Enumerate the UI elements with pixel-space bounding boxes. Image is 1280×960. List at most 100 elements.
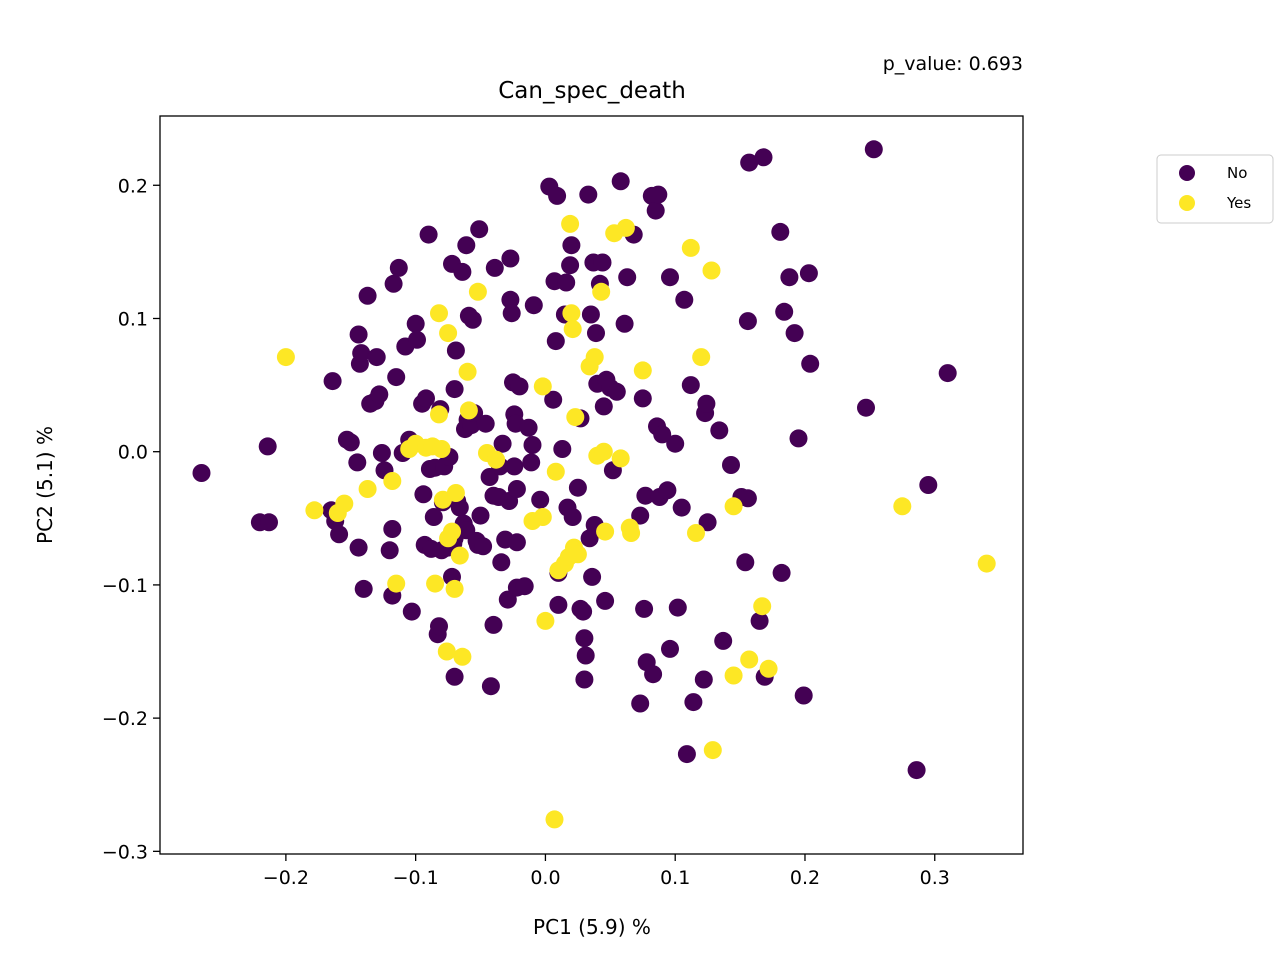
point-no-182 [750, 611, 769, 630]
point-no-136 [593, 253, 612, 272]
point-no-112 [549, 595, 568, 614]
point-no-145 [618, 268, 637, 287]
x-axis-label: PC1 (5.9) % [533, 915, 651, 939]
point-yes-33 [545, 810, 564, 829]
legend: No Yes [1156, 154, 1274, 224]
point-yes-1 [305, 501, 324, 520]
point-no-34 [408, 330, 426, 349]
point-yes-11 [426, 574, 445, 593]
point-no-160 [658, 481, 677, 500]
point-no-198 [938, 364, 957, 383]
point-yes-19 [443, 522, 461, 541]
point-yes-28 [487, 450, 506, 469]
point-no-74 [471, 506, 490, 525]
point-yes-17 [437, 642, 456, 661]
point-no-20 [370, 385, 389, 404]
point-no-129 [581, 305, 600, 324]
point-no-10 [348, 453, 367, 472]
point-no-19 [367, 348, 386, 367]
point-yes-48 [594, 442, 613, 461]
point-no-61 [453, 262, 472, 281]
point-no-107 [544, 390, 563, 409]
point-yes-12 [430, 304, 448, 323]
x-tick-label: 0.1 [660, 867, 690, 889]
point-no-119 [563, 508, 582, 526]
point-no-186 [772, 563, 791, 582]
point-no-191 [794, 686, 813, 705]
point-no-148 [631, 694, 650, 713]
x-tick-label: 0.0 [530, 867, 560, 889]
point-yes-20 [445, 579, 464, 598]
point-no-75 [474, 537, 493, 556]
point-yes-32 [536, 611, 555, 630]
point-no-179 [738, 312, 757, 331]
point-yes-63 [740, 650, 759, 669]
point-no-159 [653, 425, 672, 444]
point-yes-64 [753, 597, 772, 616]
point-no-24 [383, 520, 402, 538]
point-no-154 [644, 665, 663, 684]
point-yes-47 [592, 282, 611, 301]
point-no-117 [561, 256, 580, 275]
point-no-102 [522, 453, 541, 472]
point-no-123 [574, 602, 593, 621]
legend-box [1156, 154, 1274, 224]
point-no-104 [524, 296, 543, 315]
point-no-115 [557, 273, 576, 292]
point-no-178 [736, 553, 755, 572]
point-no-195 [864, 140, 883, 159]
point-no-170 [694, 670, 713, 689]
point-no-118 [562, 236, 581, 255]
point-yes-30 [533, 377, 552, 396]
point-yes-16 [439, 324, 458, 343]
point-no-150 [635, 599, 654, 618]
point-no-36 [414, 485, 433, 504]
y-tick-label: 0.0 [118, 442, 148, 464]
point-yes-54 [622, 524, 641, 542]
point-yes-42 [566, 408, 585, 427]
y-axis-label: PC2 (5.1) % [33, 426, 57, 544]
point-no-124 [575, 629, 594, 648]
point-no-14 [352, 344, 371, 363]
point-no-180 [738, 489, 757, 508]
point-yes-26 [468, 282, 487, 301]
point-yes-67 [977, 554, 996, 573]
point-no-16 [358, 286, 377, 305]
point-no-185 [771, 222, 790, 241]
point-no-189 [785, 324, 804, 343]
point-no-33 [406, 314, 425, 333]
point-no-188 [780, 268, 799, 287]
point-yes-4 [358, 480, 377, 498]
point-no-137 [594, 397, 613, 416]
point-no-9 [341, 433, 360, 452]
point-no-2 [260, 513, 278, 532]
point-yes-43 [568, 545, 587, 564]
point-no-65 [457, 236, 476, 255]
point-no-26 [384, 274, 403, 293]
legend-items: No Yes [1179, 164, 1251, 212]
point-yes-51 [611, 449, 630, 468]
point-yes-49 [596, 522, 615, 541]
point-yes-31 [533, 508, 552, 526]
point-no-193 [801, 354, 820, 373]
point-no-79 [484, 615, 503, 634]
point-yes-5 [383, 472, 402, 490]
point-no-7 [330, 525, 349, 544]
point-yes-0 [276, 348, 295, 367]
point-yes-39 [562, 304, 581, 323]
chart-title: Can_spec_death [498, 78, 686, 104]
point-yes-58 [692, 348, 711, 367]
point-no-90 [501, 290, 520, 309]
point-no-155 [646, 201, 665, 220]
point-no-169 [684, 693, 703, 712]
point-no-165 [672, 498, 691, 517]
point-no-133 [587, 324, 605, 343]
y-tick-label: −0.2 [102, 708, 148, 730]
point-no-99 [510, 377, 529, 396]
point-no-167 [677, 745, 696, 764]
point-no-190 [789, 429, 808, 448]
point-yes-60 [703, 741, 722, 760]
point-yes-52 [616, 218, 635, 237]
x-tick-label: 0.2 [790, 867, 820, 889]
